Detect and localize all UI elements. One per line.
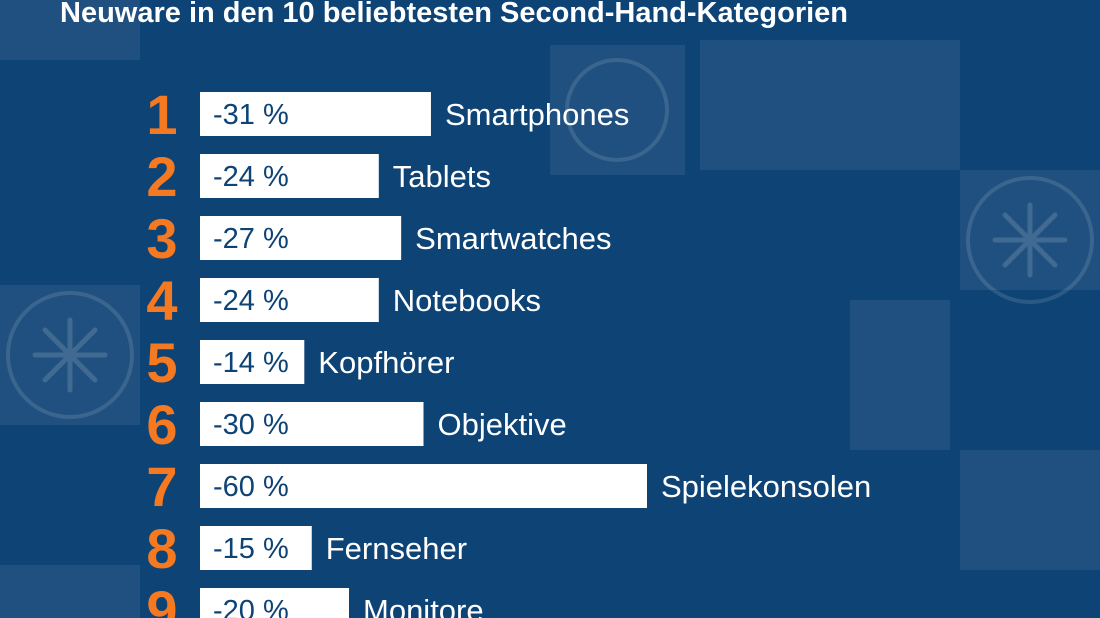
bar <box>200 154 379 198</box>
category-label: Tablets <box>393 159 491 194</box>
data-label: -27 % <box>213 223 289 255</box>
bar <box>200 216 402 260</box>
rank-number: 3 <box>146 207 177 270</box>
category-label: Spielekonsolen <box>661 469 871 504</box>
data-label: -15 % <box>213 533 289 565</box>
chart-title: Neuware in den 10 beliebtesten Second-Ha… <box>60 0 848 29</box>
bar <box>200 526 312 570</box>
rank-number: 9 <box>146 579 177 618</box>
data-label: -14 % <box>213 347 289 379</box>
bar <box>200 92 431 136</box>
rank-number: 6 <box>146 393 177 456</box>
data-label: -24 % <box>213 161 289 193</box>
category-label: Monitore <box>363 593 484 618</box>
bar <box>200 588 349 618</box>
category-label: Kopfhörer <box>318 345 454 380</box>
data-label: -30 % <box>213 409 289 441</box>
rank-number: 7 <box>146 455 177 518</box>
data-label: -20 % <box>213 595 289 618</box>
bar <box>200 278 379 322</box>
data-label: -60 % <box>213 471 289 503</box>
bar <box>200 340 305 384</box>
data-label: -24 % <box>213 285 289 317</box>
category-label: Smartphones <box>445 97 629 132</box>
rank-number: 4 <box>146 269 177 332</box>
category-label: Objektive <box>438 407 567 442</box>
category-label: Notebooks <box>393 283 541 318</box>
rank-number: 2 <box>146 145 177 208</box>
rank-number: 5 <box>146 331 177 394</box>
bar <box>200 402 424 446</box>
rank-number: 8 <box>146 517 177 580</box>
data-label: -31 % <box>213 99 289 131</box>
category-label: Fernseher <box>326 531 467 566</box>
category-label: Smartwatches <box>415 221 611 256</box>
rank-number: 1 <box>146 83 177 146</box>
bar <box>200 464 647 508</box>
